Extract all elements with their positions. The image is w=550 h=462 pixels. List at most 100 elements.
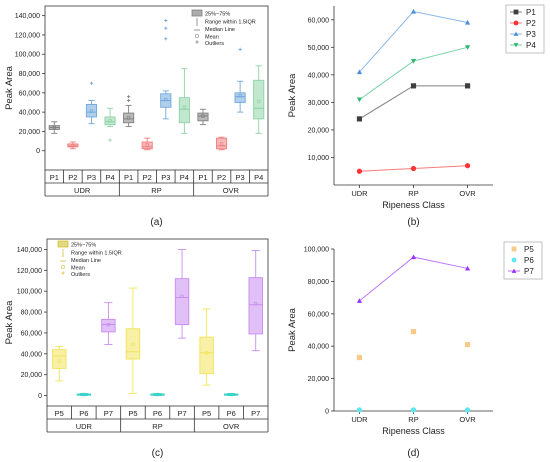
category-label: P2 (68, 173, 77, 182)
mean-marker (238, 94, 242, 98)
legend-label: Range within 1.5IQR (71, 251, 122, 257)
x-tick-label: RP (408, 415, 418, 424)
y-tick-label: 100,000 (15, 52, 40, 59)
chart-c-boxplot: 0 20,000 40,000 60,000 80,000 100,000 120,000 1… (4, 238, 269, 459)
data-point-P6 (356, 407, 363, 413)
category-label: P2 (217, 173, 226, 182)
legend-marker (513, 43, 519, 48)
legend-label: Median Line (205, 27, 235, 33)
mean-marker (71, 144, 75, 148)
legend-label: Range within 1.5IQR (205, 20, 256, 26)
mean-marker (164, 97, 168, 102)
legend-outlier-swatch (61, 271, 65, 275)
y-tick-label: 60,000 (19, 90, 41, 97)
x-axis-title: Ripeness Class (382, 426, 445, 436)
data-point-P3 (410, 8, 417, 14)
series-line-P4 (359, 46, 468, 101)
y-tick-label: 20,000 (308, 127, 330, 134)
data-point-P2 (410, 165, 417, 172)
data-point-P2 (356, 168, 363, 174)
mean-marker (219, 142, 224, 146)
group-label: OVR (223, 186, 240, 195)
x-tick-label: OVR (459, 189, 476, 198)
group-label: RP (151, 186, 161, 195)
y-tick-label: 50,000 (308, 45, 330, 52)
group-label: UDR (74, 186, 91, 195)
data-point-P4 (464, 45, 471, 50)
outlier-marker (127, 95, 131, 99)
category-label: P5 (55, 409, 64, 418)
panel-label: (a) (150, 217, 162, 228)
legend-mean-swatch (195, 34, 199, 38)
iqr-box (174, 278, 190, 326)
mean-marker (52, 125, 56, 130)
mean-marker (126, 116, 131, 120)
legend-label: 25%~75% (205, 12, 230, 18)
data-point-P2 (464, 163, 471, 169)
legend-marker (511, 246, 517, 252)
y-tick-label: 100,000 (17, 289, 42, 296)
y-tick-label: 60,000 (308, 17, 330, 24)
panel-label: (d) (407, 448, 419, 459)
y-tick-label: 80,000 (308, 279, 330, 286)
legend-label: P4 (526, 41, 536, 50)
legend-label: P5 (524, 245, 534, 254)
y-axis-title: Peak Area (287, 307, 298, 352)
legend-label: Outliers (205, 41, 224, 47)
series-line-P1 (359, 85, 468, 120)
category-label: P1 (124, 173, 133, 182)
group-label: UDR (76, 422, 93, 431)
iqr-box (178, 97, 190, 124)
mean-marker (57, 359, 61, 363)
y-tick-label: 40,000 (21, 351, 43, 358)
mean-marker (257, 99, 261, 104)
group-label: RP (152, 422, 162, 431)
iqr-box (52, 349, 67, 369)
iqr-box (85, 103, 98, 118)
iqr-box (199, 336, 214, 375)
outlier-marker (164, 37, 168, 41)
data-point-P6 (464, 407, 471, 413)
x-tick-label: UDR (351, 189, 368, 198)
legend-label: P6 (524, 256, 534, 265)
data-point-P5 (410, 329, 417, 335)
iqr-box (104, 116, 116, 126)
category-label: P1 (50, 173, 59, 182)
legend-label: Mean (71, 266, 85, 272)
mean-marker (145, 143, 149, 147)
legend-box-swatch (191, 9, 203, 17)
iqr-box (141, 141, 153, 150)
x-tick-label: OVR (459, 415, 476, 424)
mean-marker (155, 392, 160, 397)
plot-frame (46, 238, 269, 407)
series-line-P7 (359, 256, 468, 302)
y-axis-title: Peak Area (4, 65, 15, 110)
y-tick-label: 10,000 (308, 155, 330, 162)
category-label: P3 (161, 173, 170, 182)
legend-label: Outliers (71, 272, 90, 278)
category-label: P4 (105, 173, 114, 182)
iqr-box (253, 79, 265, 120)
iqr-box (123, 112, 135, 124)
category-label: P5 (128, 409, 137, 418)
mean-marker (108, 119, 112, 123)
y-tick-label: 40,000 (308, 72, 330, 79)
legend-marker (511, 257, 517, 263)
data-point-P5 (464, 341, 471, 348)
mean-marker (82, 392, 86, 397)
mean-marker (106, 322, 111, 327)
y-tick-label: 20,000 (308, 376, 330, 383)
iqr-box (215, 137, 228, 150)
data-point-P1 (356, 116, 363, 122)
category-label: P4 (254, 173, 263, 182)
legend-label: P2 (526, 19, 536, 28)
y-tick-label: 0 (38, 393, 42, 400)
y-tick-label: 120,000 (17, 268, 42, 275)
data-point-P7 (464, 265, 471, 271)
y-tick-label: 0 (325, 409, 329, 416)
data-point-P7 (356, 298, 363, 303)
legend-marker (513, 9, 519, 15)
category-label: P5 (202, 409, 211, 418)
data-point-P7 (410, 254, 417, 260)
category-label: P6 (227, 409, 236, 418)
